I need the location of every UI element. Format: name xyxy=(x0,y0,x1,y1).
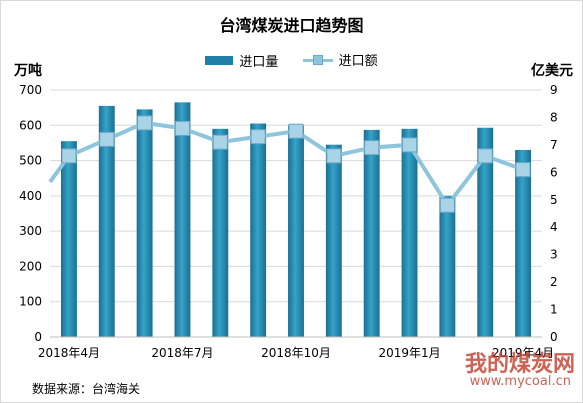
y-right-tick-label: 2 xyxy=(550,275,558,289)
bar xyxy=(325,144,342,337)
line-point xyxy=(99,131,115,147)
y-left-tick-label: 500 xyxy=(19,154,42,168)
line-point xyxy=(250,129,266,145)
y-right-tick-label: 4 xyxy=(550,220,558,234)
bar xyxy=(250,123,267,338)
y-right-tick-label: 8 xyxy=(550,110,558,124)
y-right-tick-label: 3 xyxy=(550,248,558,262)
line-point xyxy=(402,137,418,153)
x-tick-label: 2019年1月 xyxy=(378,346,440,360)
data-source: 数据来源：台湾海关 xyxy=(32,382,141,396)
x-tick-label: 2019年4月 xyxy=(492,346,554,360)
line-point xyxy=(326,148,342,164)
legend-label-value: 进口额 xyxy=(338,54,378,69)
x-tick-label: 2018年7月 xyxy=(151,346,213,360)
chart-title: 台湾煤炭进口趋势图 xyxy=(219,16,364,35)
y-left-tick-label: 400 xyxy=(19,189,42,203)
legend-swatch-volume xyxy=(205,55,234,65)
y-left-tick-label: 300 xyxy=(19,224,42,238)
watermark-url: www.mycoal.cn xyxy=(469,374,571,389)
bar xyxy=(136,109,153,338)
legend-item-volume: 进口量 xyxy=(205,51,278,70)
line-point xyxy=(364,140,380,156)
line-point xyxy=(212,134,228,150)
x-tick-label: 2018年4月 xyxy=(38,346,100,360)
bar xyxy=(363,129,380,337)
y-left-tick-label: 600 xyxy=(19,118,42,132)
bar xyxy=(212,128,229,337)
bar xyxy=(98,105,115,337)
watermark-logo-text: 我的煤炭网 xyxy=(464,352,575,377)
chart-legend: 进口量 进口额 xyxy=(0,50,583,70)
y-right-tick-label: 7 xyxy=(550,138,558,152)
line-point xyxy=(137,115,153,131)
y-left-tick-label: 0 xyxy=(34,330,42,344)
y-right-tick-label: 6 xyxy=(550,165,558,179)
bar xyxy=(174,102,191,337)
bar xyxy=(477,127,494,338)
y-left-tick-label: 200 xyxy=(19,259,42,273)
x-tick-label: 2018年10月 xyxy=(261,346,331,360)
y-left-tick-label: 700 xyxy=(19,83,42,97)
y-right-tick-label: 1 xyxy=(550,303,558,317)
line-point xyxy=(439,197,455,213)
bar xyxy=(60,141,77,337)
y-right-tick-label: 9 xyxy=(550,83,558,97)
line-point xyxy=(61,148,77,164)
legend-swatch-value xyxy=(302,54,333,65)
y-right-unit-label: 亿美元 xyxy=(531,63,573,79)
line-point xyxy=(477,148,493,164)
legend-label-volume: 进口量 xyxy=(239,54,279,70)
line-point xyxy=(288,123,304,139)
y-left-unit-label: 万吨 xyxy=(14,63,42,79)
line-point xyxy=(174,120,190,136)
bar xyxy=(401,128,418,337)
bar xyxy=(288,125,304,338)
y-right-tick-label: 0 xyxy=(550,330,558,344)
legend-item-value: 进口额 xyxy=(302,50,378,69)
y-left-tick-label: 100 xyxy=(19,295,42,309)
bar xyxy=(439,195,456,337)
y-right-tick-label: 5 xyxy=(550,193,558,207)
line-point xyxy=(515,162,531,178)
bar xyxy=(515,149,532,337)
